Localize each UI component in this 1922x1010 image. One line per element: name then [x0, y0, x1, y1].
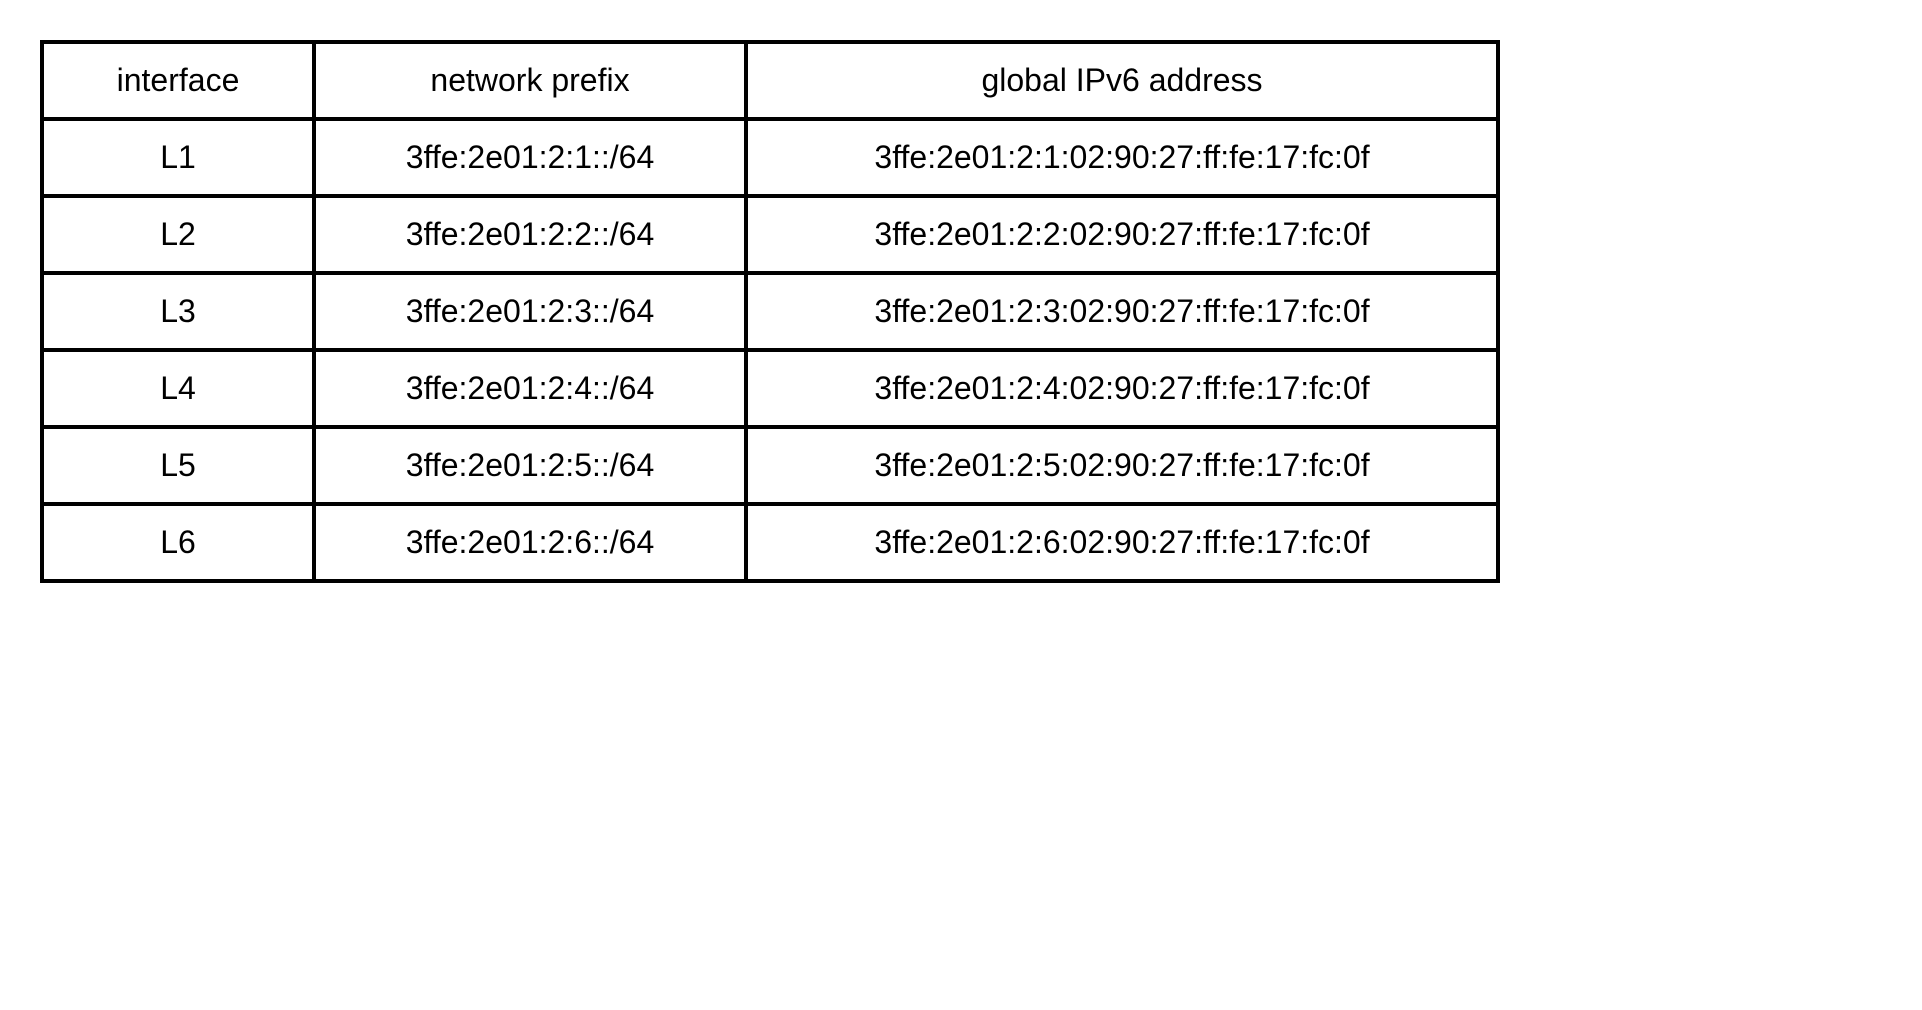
cell-global-ipv6-address: 3ffe:2e01:2:2:02:90:27:ff:fe:17:fc:0f — [746, 196, 1498, 273]
cell-interface: L5 — [42, 427, 314, 504]
cell-global-ipv6-address: 3ffe:2e01:2:5:02:90:27:ff:fe:17:fc:0f — [746, 427, 1498, 504]
cell-network-prefix: 3ffe:2e01:2:5::/64 — [314, 427, 746, 504]
cell-network-prefix: 3ffe:2e01:2:1::/64 — [314, 119, 746, 196]
ipv6-address-table: interface network prefix global IPv6 add… — [40, 40, 1500, 583]
cell-global-ipv6-address: 3ffe:2e01:2:1:02:90:27:ff:fe:17:fc:0f — [746, 119, 1498, 196]
table-row: L4 3ffe:2e01:2:4::/64 3ffe:2e01:2:4:02:9… — [42, 350, 1498, 427]
table-row: L2 3ffe:2e01:2:2::/64 3ffe:2e01:2:2:02:9… — [42, 196, 1498, 273]
table-row: L3 3ffe:2e01:2:3::/64 3ffe:2e01:2:3:02:9… — [42, 273, 1498, 350]
cell-global-ipv6-address: 3ffe:2e01:2:4:02:90:27:ff:fe:17:fc:0f — [746, 350, 1498, 427]
cell-network-prefix: 3ffe:2e01:2:3::/64 — [314, 273, 746, 350]
cell-network-prefix: 3ffe:2e01:2:6::/64 — [314, 504, 746, 581]
cell-network-prefix: 3ffe:2e01:2:4::/64 — [314, 350, 746, 427]
table-row: L1 3ffe:2e01:2:1::/64 3ffe:2e01:2:1:02:9… — [42, 119, 1498, 196]
cell-interface: L2 — [42, 196, 314, 273]
cell-interface: L4 — [42, 350, 314, 427]
column-header-global-ipv6-address: global IPv6 address — [746, 42, 1498, 119]
column-header-network-prefix: network prefix — [314, 42, 746, 119]
table-row: L5 3ffe:2e01:2:5::/64 3ffe:2e01:2:5:02:9… — [42, 427, 1498, 504]
table-row: L6 3ffe:2e01:2:6::/64 3ffe:2e01:2:6:02:9… — [42, 504, 1498, 581]
cell-interface: L6 — [42, 504, 314, 581]
cell-interface: L1 — [42, 119, 314, 196]
cell-interface: L3 — [42, 273, 314, 350]
cell-global-ipv6-address: 3ffe:2e01:2:6:02:90:27:ff:fe:17:fc:0f — [746, 504, 1498, 581]
column-header-interface: interface — [42, 42, 314, 119]
cell-network-prefix: 3ffe:2e01:2:2::/64 — [314, 196, 746, 273]
cell-global-ipv6-address: 3ffe:2e01:2:3:02:90:27:ff:fe:17:fc:0f — [746, 273, 1498, 350]
data-table: interface network prefix global IPv6 add… — [40, 40, 1500, 583]
table-header-row: interface network prefix global IPv6 add… — [42, 42, 1498, 119]
